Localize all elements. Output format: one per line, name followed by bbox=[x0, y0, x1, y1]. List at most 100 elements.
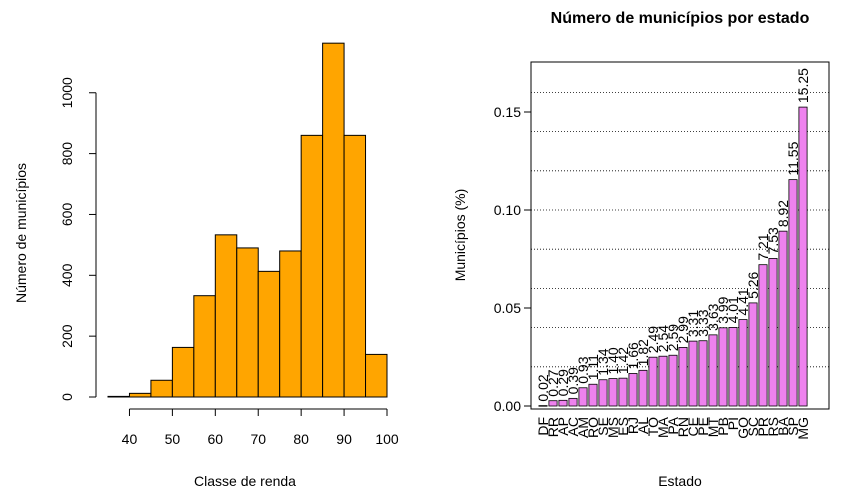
bar-chart-bar bbox=[558, 399, 568, 407]
bar-chart-category-label: RR bbox=[545, 417, 561, 437]
bar-chart-data-label: 2.49 bbox=[645, 326, 661, 353]
bar-chart-data-label: 5.26 bbox=[745, 271, 761, 298]
bar-chart-bar bbox=[648, 356, 658, 407]
histogram-y-tick-label: 200 bbox=[59, 324, 75, 348]
bar-chart-data-label: 2.99 bbox=[675, 316, 691, 343]
bar-chart-category-label: MS bbox=[605, 417, 621, 438]
bar-chart-bar bbox=[628, 373, 638, 407]
bar-chart-data-label: 1.34 bbox=[595, 348, 611, 375]
bar-chart-category-label: GO bbox=[735, 417, 751, 439]
bar-chart-category-label: MT bbox=[705, 417, 721, 438]
bar-chart-category-label: PR bbox=[755, 417, 771, 436]
bar-chart-plot-frame bbox=[530, 61, 830, 410]
bar-chart-data-label: 7.53 bbox=[765, 227, 781, 254]
bar-chart-category-label: SP bbox=[785, 417, 801, 436]
histogram-y-tick-label: 600 bbox=[59, 203, 75, 227]
bar-chart-title: Número de municípios por estado bbox=[551, 10, 810, 27]
bar-chart-bar bbox=[708, 334, 718, 407]
bar-chart-bar bbox=[668, 354, 678, 407]
histogram-bar bbox=[107, 395, 130, 398]
bar-chart-bars bbox=[538, 106, 808, 407]
bar-chart-bar bbox=[598, 379, 608, 407]
bar-chart-category-label: ES bbox=[615, 417, 631, 436]
bar-chart-data-labels: 0.020.270.290.390.931.111.341.401.421.66… bbox=[535, 68, 811, 402]
histogram-bar bbox=[171, 346, 195, 398]
bar-chart-category-label: CE bbox=[685, 417, 701, 436]
bar-chart-category-label: AC bbox=[565, 417, 581, 436]
bar-chart-bar bbox=[608, 378, 618, 407]
bar-chart-data-label: 2.59 bbox=[665, 324, 681, 351]
bar-chart-bar bbox=[788, 179, 798, 407]
bar-chart-data-label: 11.55 bbox=[785, 141, 801, 175]
bar-chart-bar bbox=[798, 106, 808, 407]
bar-chart-category-label: MG bbox=[795, 417, 811, 440]
histogram-y-tick-label: 800 bbox=[59, 142, 75, 166]
histogram-x-tick-label: 40 bbox=[122, 431, 138, 447]
bar-chart-data-label: 4.01 bbox=[725, 296, 741, 323]
bar-chart-y-tick-label: 0.05 bbox=[494, 300, 521, 316]
bar-chart-data-label: 3.99 bbox=[715, 296, 731, 323]
histogram-y-tick-label: 1000 bbox=[59, 77, 75, 108]
histogram-bar bbox=[300, 134, 324, 398]
bar-chart-data-label: 15.25 bbox=[795, 68, 811, 103]
state-bar-chart: Número de municípios por estado 0.020.27… bbox=[452, 10, 830, 489]
bar-chart-category-label: BA bbox=[775, 416, 791, 435]
bar-chart-data-label: 1.82 bbox=[635, 339, 651, 366]
histogram-bar bbox=[128, 392, 152, 398]
bar-chart-data-label: 1.40 bbox=[605, 347, 621, 374]
bar-chart-bar bbox=[568, 397, 578, 407]
bar-chart-data-label: 7.21 bbox=[755, 233, 771, 260]
histogram-x-tick-label: 50 bbox=[165, 431, 181, 447]
histogram-x-tick-label: 60 bbox=[208, 431, 224, 447]
bar-chart-category-label: PA bbox=[665, 416, 681, 434]
histogram-x-tick-label: 70 bbox=[250, 431, 266, 447]
bar-chart-data-label: 1.42 bbox=[615, 347, 631, 374]
bar-chart-data-label: 0.29 bbox=[555, 369, 571, 396]
bar-chart-y-tick-label: 0.00 bbox=[494, 398, 521, 414]
histogram-x-tick-label: 100 bbox=[375, 431, 399, 447]
bar-chart-category-label: PI bbox=[725, 417, 741, 430]
bar-chart-bar bbox=[538, 405, 548, 407]
histogram-y-tick-label: 0 bbox=[59, 393, 75, 401]
bar-chart-category-label: PE bbox=[695, 417, 711, 436]
bar-chart-bar bbox=[678, 346, 688, 407]
bar-chart-category-label: PB bbox=[715, 417, 731, 436]
histogram-bars bbox=[107, 42, 388, 398]
bar-chart-y-tick-label: 0.10 bbox=[494, 202, 521, 218]
bar-chart-data-label: 0.27 bbox=[545, 369, 561, 396]
bar-chart-category-label: RJ bbox=[625, 417, 641, 434]
bar-chart-data-label: 3.31 bbox=[685, 310, 701, 337]
histogram-y-axis: 0 200 400 600 800 1000 bbox=[59, 77, 97, 401]
bar-chart-bar bbox=[578, 387, 588, 407]
bar-chart-y-axis: 0.00 0.05 0.10 0.15 bbox=[494, 104, 531, 414]
bar-chart-data-label: 0.93 bbox=[575, 356, 591, 383]
bar-chart-data-label: 0.02 bbox=[535, 374, 551, 401]
histogram-bar bbox=[343, 134, 367, 398]
bar-chart-category-label: AL bbox=[635, 417, 651, 434]
bar-chart-y-tick-label: 0.15 bbox=[494, 104, 521, 120]
bar-chart-category-label: RN bbox=[675, 417, 691, 437]
bar-chart-category-label: AM bbox=[575, 417, 591, 438]
bar-chart-data-label: 1.11 bbox=[585, 354, 601, 380]
bar-chart-y-axis-label: Municípios (%) bbox=[452, 189, 468, 282]
bar-chart-category-label: RS bbox=[765, 417, 781, 436]
bar-chart-bar bbox=[688, 340, 698, 407]
histogram-bar bbox=[236, 247, 259, 398]
bar-chart-data-label: 2.54 bbox=[655, 325, 671, 352]
bar-chart-category-label: MA bbox=[655, 416, 671, 438]
bar-chart-bar bbox=[618, 377, 628, 407]
bar-chart-data-label: 8.92 bbox=[775, 200, 791, 227]
bar-chart-bar bbox=[768, 258, 778, 407]
bar-chart-bar bbox=[748, 302, 758, 407]
bar-chart-data-label: 1.66 bbox=[625, 342, 641, 369]
histogram-bar bbox=[279, 250, 302, 398]
bar-chart-bar bbox=[698, 340, 708, 407]
histogram-bar bbox=[257, 270, 281, 398]
bar-chart-category-label: SE bbox=[595, 417, 611, 436]
bar-chart-bar bbox=[778, 230, 788, 407]
histogram-y-tick-label: 400 bbox=[59, 263, 75, 287]
bar-chart-category-label: RO bbox=[585, 417, 601, 438]
histogram-bar bbox=[322, 42, 345, 398]
bar-chart-bar bbox=[588, 383, 598, 407]
